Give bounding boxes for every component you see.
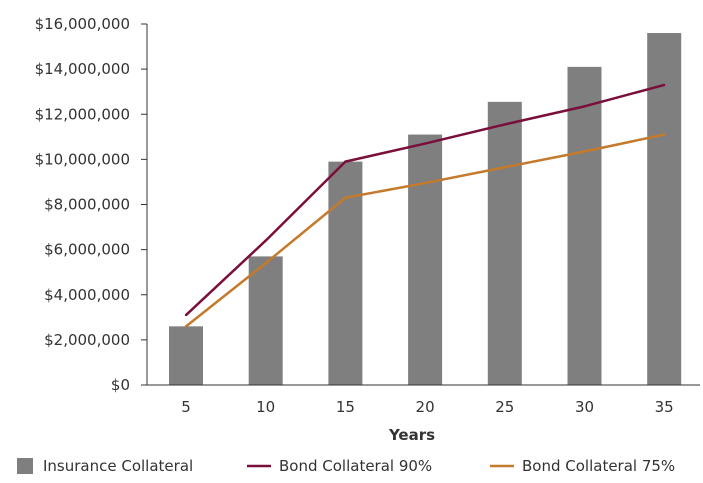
insurance-collateral-bar xyxy=(647,33,682,386)
y-tick-label: $6,000,000 xyxy=(44,241,130,259)
x-axis-title: Years xyxy=(388,426,435,444)
y-tick-label: $4,000,000 xyxy=(44,286,130,304)
line-point xyxy=(583,150,586,153)
line-point xyxy=(344,196,347,199)
insurance-collateral-bar xyxy=(169,326,203,385)
x-tick-label: 25 xyxy=(495,398,514,416)
insurance-collateral-bars xyxy=(169,33,682,386)
legend-item-insurance-collateral: Insurance Collateral xyxy=(17,457,193,475)
legend-label: Insurance Collateral xyxy=(43,457,193,475)
line-point xyxy=(663,133,666,136)
line-point xyxy=(423,142,427,145)
line-point xyxy=(503,166,506,169)
line-point xyxy=(264,261,267,265)
legend-label: Bond Collateral 75% xyxy=(522,457,675,475)
y-axis-ticks xyxy=(141,23,147,386)
y-tick-label: $0 xyxy=(111,376,130,394)
line-point xyxy=(503,123,506,126)
legend: Insurance Collateral Bond Collateral 90% B… xyxy=(17,457,675,475)
y-axis-tick-labels: $0 $2,000,000 $4,000,000 $6,000,000 $8,000,0… xyxy=(35,15,130,394)
x-tick-label: 15 xyxy=(336,398,355,416)
line-point xyxy=(583,105,586,108)
bond-collateral-lines xyxy=(184,83,666,328)
line-point xyxy=(184,313,188,317)
legend-swatch xyxy=(17,458,33,474)
x-axis-tick-labels: 5 10 15 20 25 30 35 xyxy=(181,398,674,416)
y-tick-label: $2,000,000 xyxy=(44,331,130,349)
x-tick-label: 20 xyxy=(416,398,435,416)
line-point xyxy=(264,239,267,242)
line-point xyxy=(423,181,427,185)
x-tick-label: 35 xyxy=(655,398,674,416)
x-tick-label: 5 xyxy=(181,398,191,416)
insurance-collateral-bar xyxy=(408,134,443,385)
insurance-collateral-bar xyxy=(567,66,602,386)
y-tick-label: $10,000,000 xyxy=(35,150,130,168)
x-tick-label: 10 xyxy=(256,398,275,416)
line-point xyxy=(663,83,666,87)
legend-label: Bond Collateral 90% xyxy=(279,457,432,475)
y-tick-label: $14,000,000 xyxy=(35,60,130,78)
insurance-collateral-bar xyxy=(248,256,283,385)
y-tick-label: $8,000,000 xyxy=(44,196,130,214)
line-point xyxy=(344,160,347,163)
line-point xyxy=(184,325,188,328)
legend-item-bond-collateral-75: Bond Collateral 75% xyxy=(490,457,675,475)
y-tick-label: $16,000,000 xyxy=(35,15,130,33)
legend-item-bond-collateral-90: Bond Collateral 90% xyxy=(247,457,432,475)
insurance-collateral-bar xyxy=(487,101,522,385)
y-tick-label: $12,000,000 xyxy=(35,105,130,123)
x-tick-label: 30 xyxy=(575,398,594,416)
